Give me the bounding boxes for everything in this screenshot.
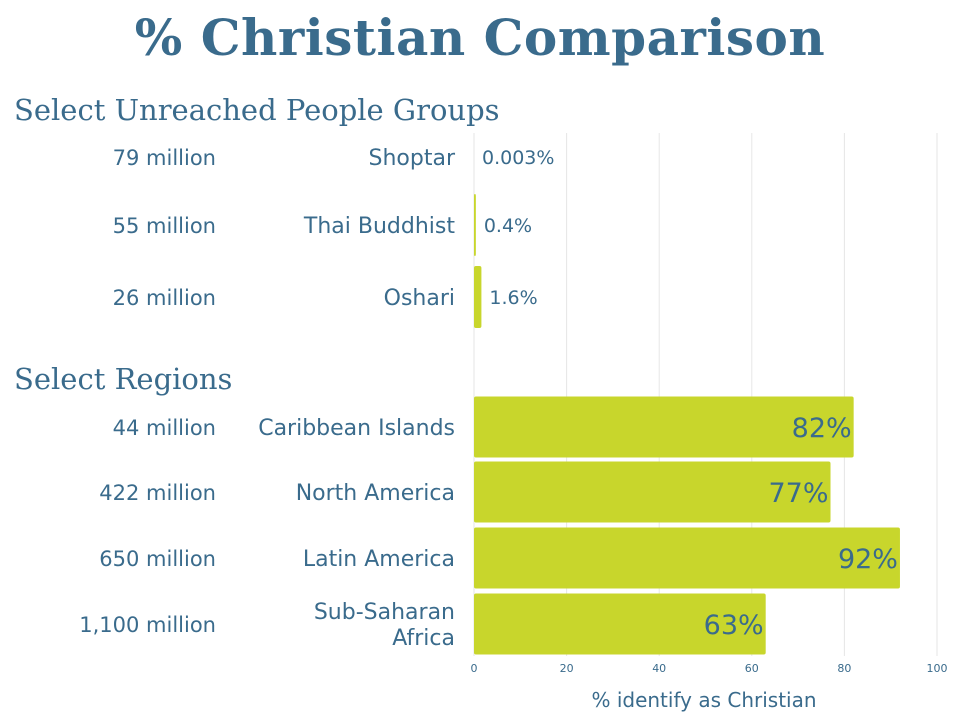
category-label: Oshari — [384, 286, 455, 311]
category-label: Caribbean Islands — [258, 416, 455, 441]
population-label: 44 million — [113, 416, 216, 440]
x-tick-label-80: 80 — [837, 662, 851, 675]
group-heading-regions: Select Regions — [14, 362, 233, 396]
bar-sub-saharan-africa — [474, 593, 766, 655]
population-label: 55 million — [113, 214, 216, 238]
x-tick-label-40: 40 — [652, 662, 666, 675]
bar-latin-america — [474, 527, 900, 589]
chart-title: % Christian Comparison — [134, 8, 826, 67]
bar-caribbean-islands — [474, 396, 854, 458]
x-tick-label-20: 20 — [560, 662, 574, 675]
population-label: 1,100 million — [79, 613, 216, 637]
category-label: Latin America — [303, 547, 455, 572]
x-tick-label-100: 100 — [927, 662, 948, 675]
category-label: Thai Buddhist — [303, 214, 455, 239]
category-label: Shoptar — [369, 146, 456, 171]
value-label: 63% — [704, 610, 764, 641]
category-label: Sub-Saharan Africa — [314, 600, 455, 651]
population-label: 650 million — [99, 547, 216, 571]
x-axis-label: % identify as Christian — [591, 688, 817, 712]
population-label: 422 million — [99, 481, 216, 505]
population-label: 26 million — [113, 286, 216, 310]
x-tick-label-60: 60 — [745, 662, 759, 675]
x-tick-label-0: 0 — [471, 662, 478, 675]
value-label: 82% — [792, 413, 852, 444]
value-label: 0.4% — [484, 215, 532, 237]
value-label: 1.6% — [489, 287, 537, 309]
bar-thai-buddhist — [474, 194, 476, 256]
value-label: 0.003% — [482, 147, 554, 169]
value-label: 92% — [838, 544, 898, 575]
value-label: 77% — [768, 478, 828, 509]
bar-oshari — [474, 266, 482, 328]
group-heading-unreached: Select Unreached People Groups — [14, 93, 500, 127]
category-label: North America — [296, 481, 455, 506]
bar-north-america — [474, 461, 831, 523]
population-label: 79 million — [113, 146, 216, 170]
